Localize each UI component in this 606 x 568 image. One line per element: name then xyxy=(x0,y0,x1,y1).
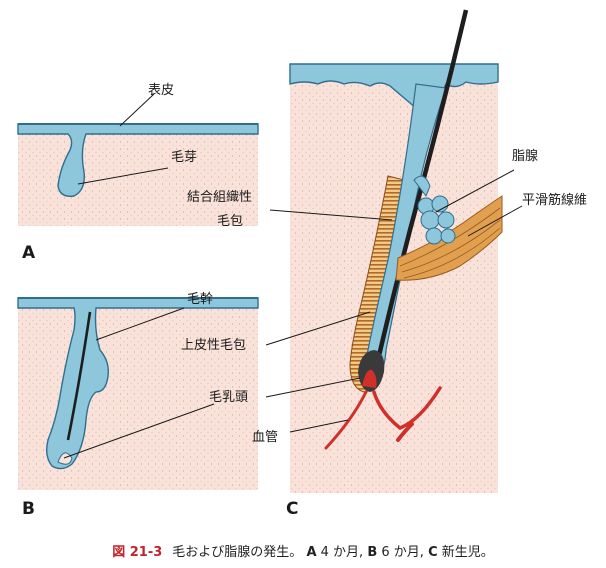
panel-b xyxy=(17,297,259,490)
panel-b-hair-shaft xyxy=(66,311,92,441)
panel-c xyxy=(289,9,503,493)
label-smooth-muscle: 平滑筋線維 xyxy=(522,192,587,208)
figure-caption: 図 21-3 毛および脂腺の発生。 A 4 か月, B 6 か月, C 新生児。 xyxy=(0,541,606,560)
panel-c-sebaceous-gland xyxy=(413,175,456,245)
panel-letter-b: B xyxy=(22,499,35,519)
panel-a-epidermis xyxy=(17,123,259,197)
panel-letter-a: A xyxy=(22,243,36,263)
caption-b-text: 6 か月, xyxy=(381,545,424,560)
label-dermal-papilla: 毛乳頭 xyxy=(209,390,248,405)
label-sebaceous-gland: 脂腺 xyxy=(512,149,538,164)
caption-b-letter: B xyxy=(367,545,378,560)
label-ct-follicle-2: 毛包 xyxy=(217,214,243,229)
caption-a-letter: A xyxy=(306,545,317,560)
label-epithelial-follicle: 上皮性毛包 xyxy=(181,338,246,353)
panel-b-papilla xyxy=(57,452,73,465)
label-blood-vessel: 血管 xyxy=(252,430,278,445)
caption-a-text: 4 か月, xyxy=(320,545,364,560)
panel-b-follicle xyxy=(17,297,259,470)
panel-c-blood-vessel xyxy=(324,386,442,450)
caption-text: 毛および脂腺の発生。 xyxy=(172,545,303,560)
label-hair-bud: 毛芽 xyxy=(171,150,197,165)
panel-c-hair-shaft xyxy=(375,9,469,361)
panel-c-epidermis xyxy=(289,63,499,122)
label-hair-shaft: 毛幹 xyxy=(187,291,213,307)
panel-a xyxy=(17,123,259,226)
panel-letter-c: C xyxy=(286,499,298,519)
figure-number: 図 21-3 xyxy=(112,545,163,560)
caption-c-text: 新生児。 xyxy=(441,545,494,560)
panel-c-dermal-papilla xyxy=(362,369,377,388)
panel-a-dermis xyxy=(18,128,258,226)
leader-lines xyxy=(63,93,523,459)
label-epidermis: 表皮 xyxy=(148,83,174,98)
caption-c-letter: C xyxy=(428,545,438,560)
label-ct-follicle-1: 結合組織性 xyxy=(187,190,252,205)
